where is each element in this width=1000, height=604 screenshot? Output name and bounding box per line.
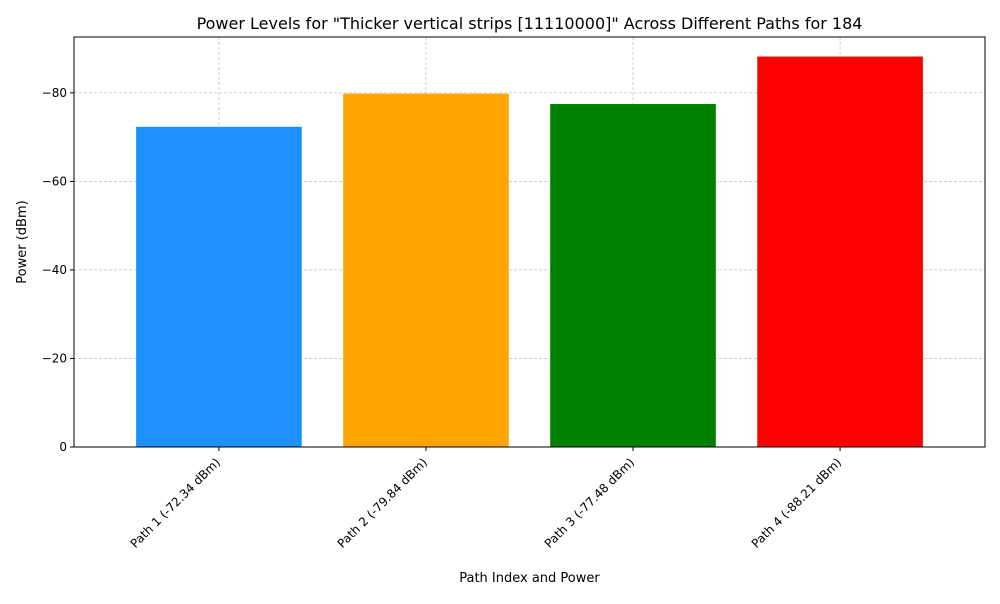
x-axis-label: Path Index and Power <box>459 571 600 586</box>
bars <box>136 56 923 448</box>
chart-title: Power Levels for "Thicker vertical strip… <box>197 14 863 33</box>
y-tick-label: 0 <box>59 440 67 454</box>
bar <box>136 126 302 448</box>
plot-frame <box>73 36 986 448</box>
bar <box>550 104 716 447</box>
y-axis-label: Power (dBm) <box>15 200 30 283</box>
y-axis-ticks: 0 −20 −40 −60 −80 <box>42 86 74 454</box>
y-tick-label: −20 <box>42 351 67 365</box>
x-tick-label: Path 2 (-79.84 dBm) <box>335 455 430 550</box>
y-tick-label: −40 <box>42 263 67 277</box>
x-tick-label: Path 1 (-72.34 dBm) <box>128 455 223 550</box>
x-axis-ticks: Path 1 (-72.34 dBm) Path 2 (-79.84 dBm) Pa… <box>128 447 844 551</box>
bar <box>343 93 509 448</box>
y-tick-label: −60 <box>42 174 67 188</box>
y-tick-label: −80 <box>42 86 67 100</box>
bar <box>757 56 923 447</box>
x-tick-label: Path 3 (-77.48 dBm) <box>542 455 637 550</box>
x-tick-label: Path 4 (-88.21 dBm) <box>749 455 844 550</box>
